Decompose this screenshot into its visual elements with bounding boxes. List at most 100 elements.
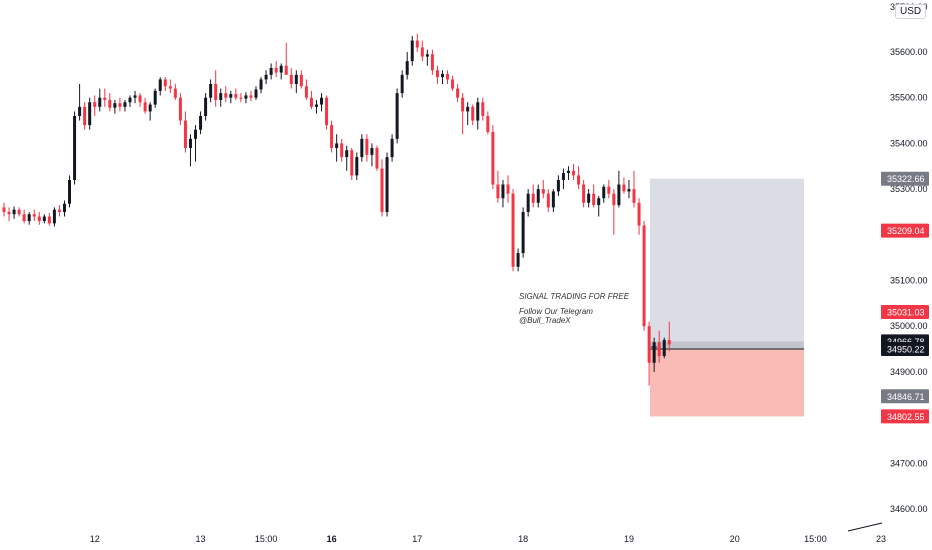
candle-body [345, 150, 349, 158]
candle-body [425, 54, 429, 57]
candle [592, 184, 596, 208]
candle [617, 170, 621, 208]
candle [400, 70, 404, 98]
candle-body [289, 74, 293, 84]
price-label-grey[interactable]: 34846.71 [881, 389, 929, 404]
price-label-grey[interactable]: 35322.66 [881, 171, 929, 186]
candle [133, 90, 137, 104]
drawing-line-tool[interactable] [847, 522, 883, 532]
candle-body [52, 209, 56, 224]
price-axis[interactable]: 34600.00 34700.00 34900.00 35000.00 35100.00… [881, 2, 929, 514]
time-tick-label: 13 [196, 534, 206, 544]
candle [17, 207, 21, 217]
candle-body [471, 106, 475, 121]
candle [259, 77, 263, 94]
candle [47, 212, 51, 226]
candle [113, 99, 117, 114]
candle-body [501, 184, 505, 199]
candle [32, 209, 36, 222]
price-label-black[interactable]: 34950.22 [881, 341, 929, 356]
candle-body [209, 83, 213, 98]
candle [188, 134, 192, 167]
candle-body [561, 173, 565, 180]
candle [163, 77, 167, 91]
time-tick-label: 12 [90, 534, 100, 544]
candle-body [582, 184, 586, 203]
price-label-red[interactable]: 35031.03 [881, 305, 929, 320]
price-label-bg [881, 223, 929, 238]
price-tick-label: 35100.00 [890, 276, 928, 286]
candle [83, 102, 87, 130]
candle-body [516, 253, 520, 267]
candle-body [325, 97, 329, 126]
candle-body [239, 97, 243, 99]
candle-body [627, 189, 631, 192]
candle-body [153, 90, 157, 105]
entry-band[interactable] [650, 341, 804, 349]
candle [385, 152, 389, 217]
candle-body [566, 170, 570, 174]
candle-body [128, 97, 132, 103]
candle [637, 198, 641, 235]
candle [506, 175, 510, 203]
candle [481, 97, 485, 121]
price-label-text: 35322.66 [887, 174, 925, 184]
price-label-red[interactable]: 35209.04 [881, 223, 929, 238]
position-tool-zones[interactable] [650, 178, 804, 417]
candle-body [355, 157, 359, 176]
candle-body [224, 93, 228, 98]
candle [229, 90, 233, 104]
candle [239, 93, 243, 103]
candle-body [148, 104, 152, 112]
candle-body [511, 193, 515, 267]
candle [284, 42, 288, 75]
candle [546, 189, 550, 212]
candle [128, 95, 132, 107]
time-tick-label: 20 [730, 534, 740, 544]
candle [214, 70, 218, 107]
price-tick-label: 35600.00 [890, 47, 928, 57]
time-tick-label: 23 [876, 534, 886, 544]
candle-body [481, 102, 485, 116]
candle [501, 179, 505, 208]
currency-selector[interactable]: USD [895, 4, 927, 19]
candle [325, 95, 329, 130]
candle [314, 99, 318, 114]
candle-body [219, 93, 223, 100]
candle-body [143, 102, 147, 112]
candle [627, 179, 631, 199]
candle-body [264, 74, 268, 80]
candle [2, 202, 6, 217]
candle-body [536, 189, 540, 203]
candle [521, 207, 525, 258]
candle [365, 134, 369, 162]
candle [405, 52, 409, 80]
price-label-text: 35209.04 [887, 226, 925, 236]
candle [279, 63, 283, 80]
candle [667, 321, 671, 352]
time-tick-label: 15:00 [804, 534, 827, 544]
candle-body [430, 54, 434, 71]
candle [516, 248, 520, 272]
candle-body [592, 193, 596, 206]
candle [68, 175, 72, 208]
candle [158, 77, 162, 96]
price-label-red[interactable]: 34802.55 [881, 409, 929, 424]
candle-body [335, 143, 339, 148]
candle-body [320, 97, 324, 105]
candle [380, 159, 384, 217]
candle [461, 93, 465, 135]
candle [466, 102, 470, 126]
time-axis[interactable]: 12 13 15:00 16 17 18 19 20 15:00 23 [90, 534, 886, 544]
target-zone[interactable] [650, 178, 804, 342]
candle-body [330, 125, 334, 148]
candle-body [229, 94, 233, 98]
candle [360, 134, 364, 162]
candle [526, 189, 530, 217]
candle [264, 70, 268, 84]
stop-zone[interactable] [650, 348, 804, 417]
price-tick-label: 34700.00 [890, 458, 928, 468]
candle [209, 79, 213, 103]
candle-body [435, 70, 439, 78]
